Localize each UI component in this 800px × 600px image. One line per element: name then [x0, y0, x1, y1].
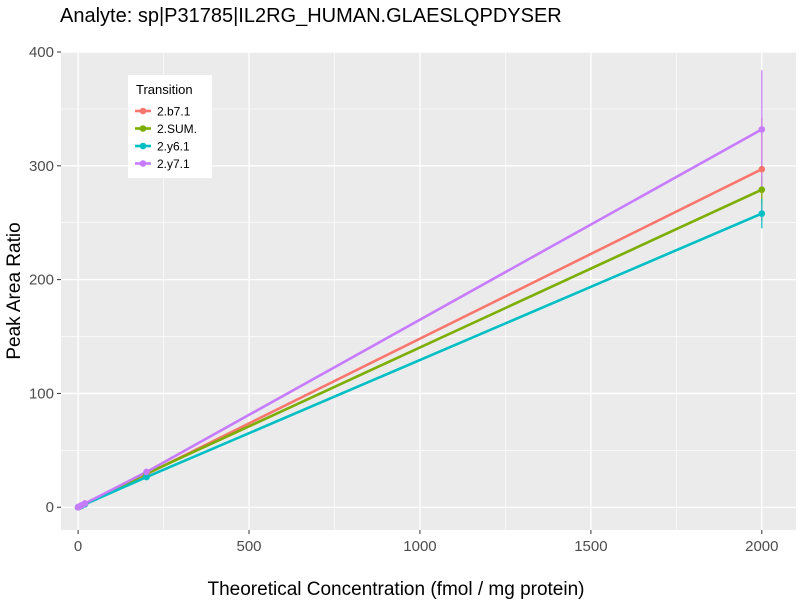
legend-label: 2.y6.1	[157, 140, 190, 154]
legend-key-point	[139, 125, 147, 132]
grid-major	[61, 51, 796, 530]
x-tick-label: 500	[237, 538, 262, 555]
x-tick-label: 0	[74, 538, 82, 555]
x-tick-label: 2000	[745, 538, 778, 555]
legend-key-point	[139, 142, 147, 150]
y-tick-label: 400	[29, 44, 54, 61]
series-points	[74, 126, 766, 511]
data-point	[758, 210, 766, 217]
legend-label: 2.SUM.	[157, 122, 197, 136]
x-tick-label: 1000	[403, 538, 436, 555]
chart-title: Analyte: sp|P31785|IL2RG_HUMAN.GLAESLQPD…	[60, 5, 562, 27]
x-tick-label: 1500	[574, 538, 607, 555]
x-axis-ticks: 0 500 1000 1500 2000	[74, 530, 779, 555]
data-point	[758, 165, 766, 173]
y-tick-label: 0	[46, 499, 54, 516]
y-axis-title: Peak Area Ratio	[4, 222, 25, 359]
x-axis-title: Theoretical Concentration (fmol / mg pro…	[208, 579, 585, 600]
y-axis-ticks: 0 100 200 300 400	[29, 44, 61, 516]
y-tick-label: 100	[29, 385, 54, 402]
legend-key-point	[139, 160, 147, 167]
data-point	[143, 468, 150, 476]
legend-label: 2.b7.1	[157, 105, 191, 119]
data-point	[81, 500, 89, 507]
data-point	[143, 473, 150, 481]
y-tick-label: 200	[29, 272, 54, 289]
data-point	[758, 126, 766, 133]
legend: Transition 2.b7.1 2.SUM. 2.y6.1 2.y7.1	[128, 75, 212, 178]
data-point	[758, 186, 766, 194]
legend-label: 2.y7.1	[157, 157, 190, 171]
legend-key-point	[139, 107, 147, 115]
legend-items: 2.b7.1 2.SUM. 2.y6.1 2.y7.1	[135, 105, 197, 171]
y-tick-label: 300	[29, 158, 54, 175]
legend-title: Transition	[136, 82, 193, 97]
